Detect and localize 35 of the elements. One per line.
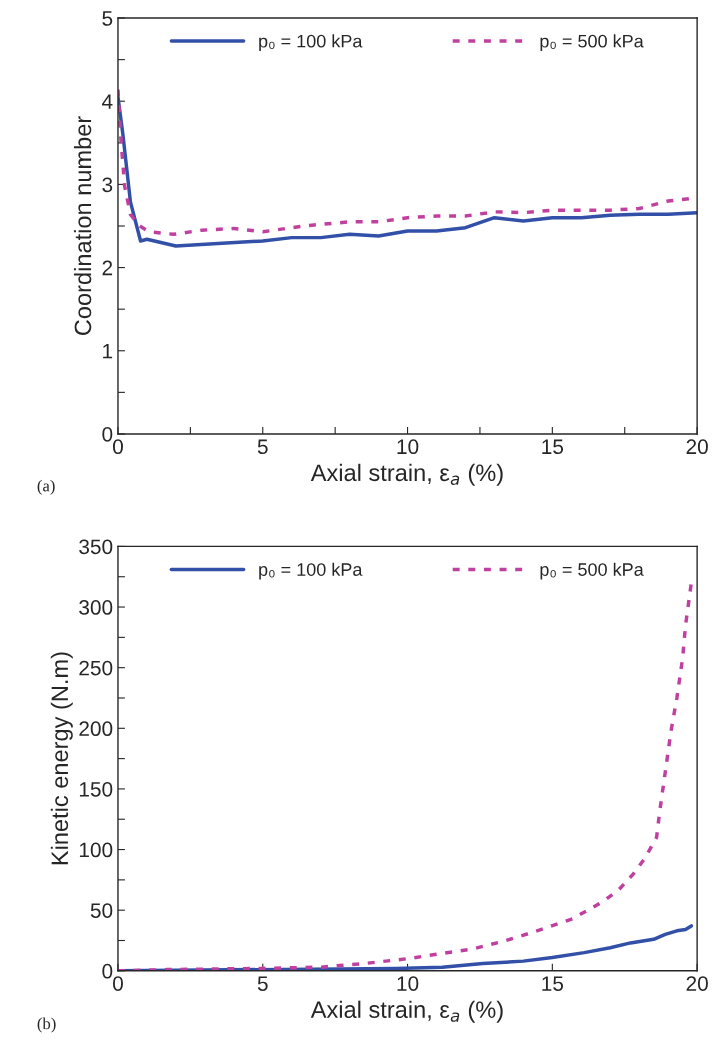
x-tick-label: 15 [542, 976, 564, 991]
y-tick-label: 50 [90, 903, 113, 918]
y-axis-title: Coordination number [73, 116, 92, 336]
y-tick-label: 0 [102, 426, 113, 442]
x-tick-label: 0 [113, 439, 123, 455]
y-axis-title: Kinetic energy (N.m) [50, 652, 73, 865]
y-tick-label: 1 [103, 343, 113, 359]
line-series [117, 581, 694, 971]
legend-label: p₀ = 500 kPa [540, 34, 644, 52]
y-tick-label: 2 [102, 260, 113, 276]
x-tick-label: 0 [113, 976, 123, 991]
x-axis-title: Axial strain, ε$_{a}$ (%) [310, 463, 503, 486]
legend-label: p₀ = 500 kPa [540, 562, 644, 580]
x-tick-label: 15 [542, 439, 564, 455]
legend-label: p₀ = 100 kPa [259, 562, 363, 580]
x-tick-label: 5 [257, 439, 268, 455]
legend-label: p₀ = 100 kPa [259, 34, 363, 52]
text: (a) [37, 479, 55, 495]
x-tick-label: 20 [686, 976, 708, 991]
x-tick-label: 10 [397, 976, 419, 991]
text: (b) [37, 1017, 56, 1033]
y-tick-label: 3 [102, 177, 113, 193]
y-tick-label: 0 [102, 963, 113, 979]
y-tick-label: 350 [79, 539, 113, 555]
y-tick-label: 4 [102, 94, 113, 109]
y-tick-label: 300 [79, 600, 113, 615]
y-tick-label: 150 [79, 781, 113, 797]
y-tick-label: 250 [79, 660, 113, 676]
y-tick-label: 5 [102, 11, 113, 26]
x-tick-label: 20 [686, 439, 708, 455]
x-axis-title: Axial strain, ε$_{a}$ (%) [310, 1000, 503, 1023]
x-tick-label: 5 [257, 976, 268, 991]
x-tick-label: 10 [397, 439, 419, 455]
y-tick-label: 200 [79, 721, 113, 737]
y-tick-label: 100 [79, 842, 113, 858]
